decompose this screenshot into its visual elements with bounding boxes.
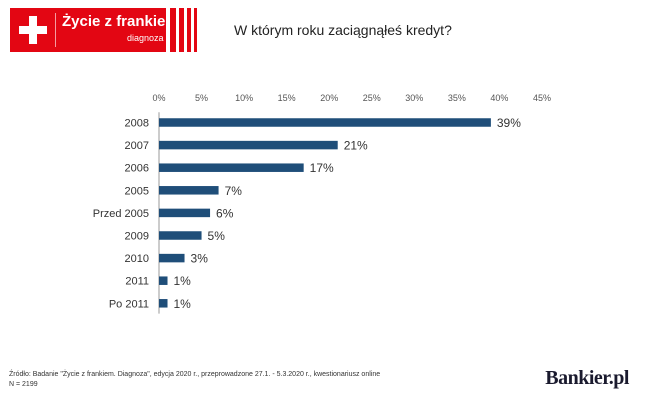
sample-size: N = 2199 — [9, 381, 38, 388]
data-label: 1% — [174, 274, 192, 288]
category-label: 2007 — [125, 140, 149, 152]
bar — [159, 118, 491, 127]
x-tick-label: 15% — [278, 93, 296, 103]
data-label: 6% — [216, 206, 234, 220]
category-label: 2005 — [125, 185, 149, 197]
category-label: 2010 — [125, 253, 149, 265]
logo-background: Życie z frankiem diagnoza — [10, 8, 179, 52]
logo-stripe — [187, 8, 191, 52]
bar — [159, 299, 168, 308]
footer: Źródło: Badanie "Życie z frankiem. Diagn… — [9, 370, 380, 390]
bankier-logo: Bankier.pl — [545, 367, 629, 389]
page-title: W którym roku zaciągnąłeś kredyt? — [234, 22, 452, 38]
category-label: 2008 — [125, 118, 149, 130]
data-label: 1% — [174, 297, 192, 311]
category-label: 2011 — [125, 276, 149, 288]
logo-stripe — [179, 8, 184, 52]
data-label: 39% — [497, 116, 521, 130]
category-label: Przed 2005 — [93, 208, 149, 220]
data-label: 7% — [225, 184, 243, 198]
x-tick-label: 45% — [533, 93, 551, 103]
logo: Życie z frankiem diagnoza — [10, 8, 197, 52]
data-label: 21% — [344, 139, 368, 153]
logo-title: Życie z frankiem — [62, 13, 179, 30]
x-tick-label: 20% — [320, 93, 338, 103]
source-note: Źródło: Badanie "Życie z frankiem. Diagn… — [9, 371, 381, 378]
logo-divider — [55, 13, 56, 47]
bar — [159, 163, 304, 172]
bar — [159, 231, 202, 240]
x-tick-label: 35% — [448, 93, 466, 103]
logo-subtitle: diagnoza — [127, 33, 164, 43]
data-label: 5% — [208, 229, 226, 243]
x-tick-label: 30% — [405, 93, 423, 103]
x-tick-label: 0% — [152, 93, 165, 103]
bar — [159, 276, 168, 285]
x-tick-label: 25% — [363, 93, 381, 103]
logo-stripe — [194, 8, 197, 52]
data-label: 3% — [191, 252, 209, 266]
logo-stripe — [170, 8, 176, 52]
bar — [159, 186, 219, 195]
x-tick-label: 10% — [235, 93, 253, 103]
data-label: 17% — [310, 161, 334, 175]
category-label: 2009 — [125, 231, 149, 243]
bar — [159, 208, 211, 218]
swiss-cross-icon — [19, 16, 47, 44]
category-label: 2006 — [125, 163, 149, 175]
category-label: Po 2011 — [109, 298, 149, 310]
bar — [159, 253, 185, 263]
bar — [159, 140, 338, 150]
x-tick-label: 40% — [490, 93, 508, 103]
x-tick-label: 5% — [195, 93, 208, 103]
